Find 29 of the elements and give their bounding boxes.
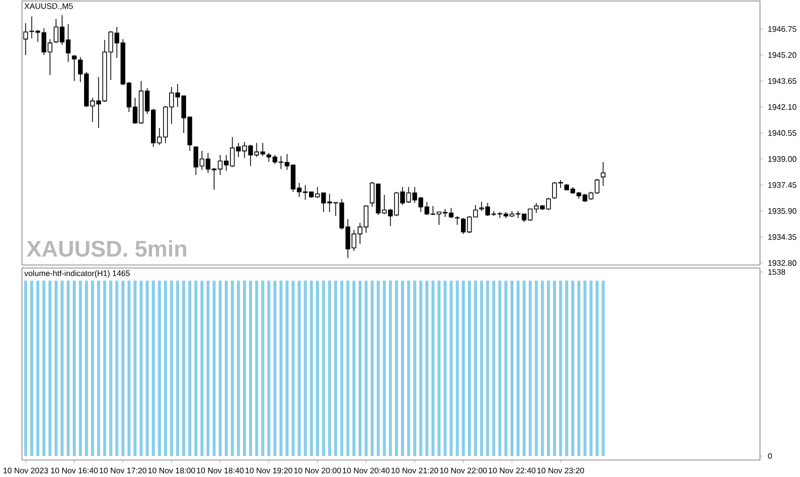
chart-title: XAUUSD.,M5 bbox=[24, 3, 73, 10]
x-tick-label: 10 Nov 20:40 bbox=[342, 468, 390, 474]
y-tick-label: 1942.10 bbox=[768, 104, 796, 110]
candlestick bbox=[600, 162, 606, 186]
x-tick-label: 10 Nov 2023 bbox=[4, 468, 48, 474]
x-tick-label: 10 Nov 21:20 bbox=[392, 468, 438, 474]
y-tick-label: 1932.80 bbox=[768, 260, 796, 266]
y-tick-label: 1943.65 bbox=[768, 78, 796, 84]
y-tick-label: 1939.00 bbox=[768, 156, 796, 162]
x-tick-label: 10 Nov 18:00 bbox=[148, 468, 196, 474]
y-tick-label: 1935.90 bbox=[768, 208, 796, 214]
x-tick-label: 10 Nov 19:20 bbox=[246, 468, 292, 474]
candlestick bbox=[72, 54, 77, 82]
x-tick-label: 10 Nov 22:00 bbox=[440, 468, 487, 474]
x-tick-label: 10 Nov 22:40 bbox=[488, 468, 536, 474]
chart-title: volume-htf-indicator(H1) 1465 bbox=[24, 270, 130, 278]
x-tick-label: 10 Nov 23:20 bbox=[537, 468, 584, 474]
x-tick-label: 10 Nov 16:40 bbox=[51, 468, 98, 474]
annotation: XAUUSD. 5min bbox=[26, 240, 186, 257]
y-tick-label: 1538 bbox=[768, 269, 786, 275]
y-tick-label: 0 bbox=[768, 453, 772, 459]
y-tick-label: 1945.20 bbox=[768, 52, 796, 58]
x-tick-label: 10 Nov 18:40 bbox=[196, 468, 244, 474]
x-tick-label: 10 Nov 20:00 bbox=[294, 468, 341, 474]
y-tick-label: 1940.55 bbox=[768, 130, 796, 136]
y-tick-label: 1934.35 bbox=[768, 234, 796, 240]
y-tick-label: 1946.75 bbox=[768, 26, 796, 32]
x-tick-label: 10 Nov 17:20 bbox=[100, 468, 146, 474]
y-tick-label: 1937.45 bbox=[768, 182, 796, 188]
